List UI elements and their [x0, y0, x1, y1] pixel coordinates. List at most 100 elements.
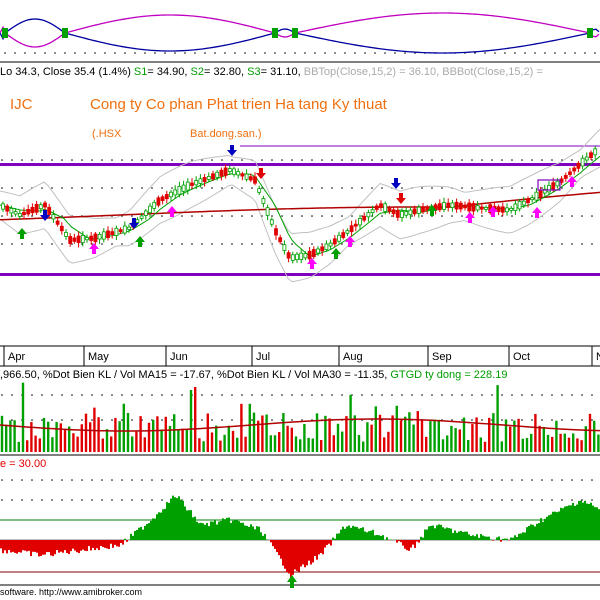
price-grid-dot: [341, 159, 343, 161]
candle-body: [328, 242, 333, 247]
grid-dot: [34, 52, 36, 54]
candle-body: [542, 188, 547, 194]
volume-grid-dot: [71, 419, 73, 421]
candle-body: [143, 210, 148, 216]
osc-fill-up: [440, 524, 442, 540]
candle-body: [55, 220, 60, 225]
osc-fill-up: [426, 529, 428, 540]
volume-bar: [299, 439, 302, 452]
volume-grid-dot: [111, 394, 113, 396]
price-grid-dot: [421, 159, 423, 161]
grid-dot: [404, 52, 406, 54]
osc-fill-down: [34, 540, 36, 552]
osc-grid-dot: [71, 499, 73, 501]
osc-fill-up: [168, 502, 170, 540]
volume-bar: [378, 414, 382, 452]
osc-grid-dot: [481, 479, 483, 481]
month-label: Jul: [256, 351, 270, 363]
osc-fill-up: [376, 534, 378, 540]
volume-bar: [231, 430, 235, 452]
crossover-marker: [587, 28, 593, 38]
osc-fill-up: [422, 537, 424, 540]
osc-fill-down: [418, 540, 420, 543]
candle-body: [282, 244, 287, 251]
osc-grid-dot: [221, 479, 223, 481]
price-grid-dot: [61, 187, 63, 189]
osc-fill-up: [364, 531, 366, 540]
volume-grid-dot: [541, 394, 543, 396]
osc-fill-up: [208, 526, 210, 540]
osc-fill-up: [484, 536, 486, 540]
osc-fill-down: [52, 540, 54, 557]
price-grid-dot: [211, 215, 213, 217]
osc-grid-dot: [391, 499, 393, 501]
price-grid-dot: [31, 215, 33, 217]
volume-grid-dot: [251, 419, 253, 421]
osc-fill-up: [382, 535, 384, 540]
price-grid-dot: [131, 215, 133, 217]
volume-bar: [110, 436, 113, 452]
osc-grid-dot: [81, 479, 83, 481]
osc-grid-dot: [331, 479, 333, 481]
osc-fill-up: [506, 538, 508, 540]
volume-bar: [168, 425, 172, 452]
price-grid-dot: [91, 159, 93, 161]
volume-bar: [223, 434, 226, 452]
grid-dot: [284, 52, 286, 54]
osc-fill-down: [38, 540, 40, 557]
osc-grid-dot: [401, 499, 403, 501]
osc-fill-down: [278, 540, 280, 556]
candle-body: [442, 202, 446, 210]
price-grid-dot: [61, 215, 63, 217]
volume-grid-dot: [311, 394, 313, 396]
osc-fill-down: [18, 540, 20, 553]
osc-grid-dot: [31, 499, 33, 501]
osc-fill-up: [522, 532, 524, 540]
candle-body: [72, 237, 77, 242]
price-grid-dot: [251, 215, 253, 217]
grid-dot: [54, 52, 56, 54]
pink-arrow: [345, 236, 355, 247]
osc-grid-dot: [151, 479, 153, 481]
price-grid-dot: [301, 243, 303, 245]
volume-bar: [5, 424, 8, 452]
volume-grid-dot: [41, 419, 43, 421]
price-grid-dot: [101, 159, 103, 161]
osc-fill-down: [72, 540, 74, 549]
volume-bar: [72, 433, 75, 452]
osc-fill-down: [0, 540, 2, 549]
osc-fill-down: [20, 540, 22, 553]
price-grid-dot: [201, 215, 203, 217]
osc-fill-up: [228, 517, 230, 540]
osc-grid-dot: [111, 479, 113, 481]
price-grid-dot: [401, 187, 403, 189]
candle-body: [547, 184, 551, 193]
candle-body: [383, 203, 388, 212]
volume-bar: [30, 422, 33, 452]
grid-dot: [64, 52, 66, 54]
osc-fill-down: [296, 540, 298, 571]
price-grid-dot: [311, 215, 313, 217]
price-grid-dot: [221, 159, 223, 161]
volume-grid-dot: [161, 419, 163, 421]
grid-dot: [314, 52, 316, 54]
osc-fill-down: [492, 540, 494, 541]
volume-bar: [534, 413, 537, 452]
osc-fill-up: [218, 521, 220, 540]
osc-fill-up: [134, 531, 136, 540]
month-label: N: [596, 351, 600, 363]
osc-fill-up: [370, 530, 372, 540]
candle-body: [530, 197, 535, 201]
pink-arrow: [167, 206, 177, 217]
volume-grid-dot: [281, 394, 283, 396]
osc-fill-up: [446, 527, 448, 540]
volume-bar: [341, 431, 344, 452]
volume-bar: [135, 431, 138, 452]
price-grid-dot: [31, 159, 33, 161]
candle-body: [173, 189, 178, 196]
osc-fill-down: [84, 540, 86, 551]
volume-bar: [576, 438, 579, 452]
s1-label: S1: [133, 66, 148, 78]
osc-fill-up: [450, 528, 452, 540]
price-grid-dot: [531, 159, 533, 161]
